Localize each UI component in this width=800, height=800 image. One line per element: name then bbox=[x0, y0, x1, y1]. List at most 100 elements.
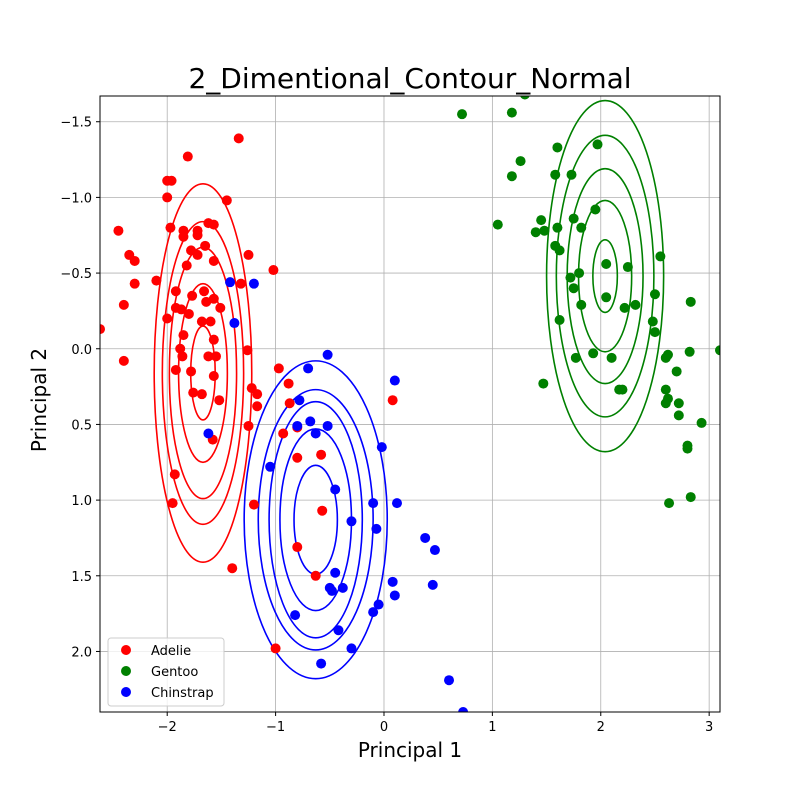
point-gentoo bbox=[515, 156, 526, 167]
point-chinstrap bbox=[265, 461, 276, 472]
point-adelie bbox=[167, 498, 178, 509]
point-chinstrap bbox=[333, 625, 344, 636]
legend-label-gentoo: Gentoo bbox=[151, 665, 198, 680]
point-adelie bbox=[186, 366, 197, 377]
point-chinstrap bbox=[290, 610, 301, 621]
y-tick-label: 1.0 bbox=[71, 494, 92, 509]
contour-chinstrap bbox=[268, 400, 364, 639]
point-gentoo bbox=[664, 498, 675, 509]
point-adelie bbox=[129, 255, 140, 266]
point-adelie bbox=[177, 351, 188, 362]
point-gentoo bbox=[685, 492, 696, 503]
point-chinstrap bbox=[337, 582, 348, 593]
point-gentoo bbox=[685, 296, 696, 307]
point-gentoo bbox=[662, 349, 673, 360]
point-adelie bbox=[242, 345, 253, 356]
point-gentoo bbox=[576, 222, 587, 233]
point-adelie bbox=[221, 195, 232, 206]
point-adelie bbox=[199, 286, 210, 297]
point-adelie bbox=[208, 255, 219, 266]
point-chinstrap bbox=[387, 576, 398, 587]
point-adelie bbox=[215, 302, 226, 313]
point-chinstrap bbox=[292, 420, 303, 431]
point-chinstrap bbox=[389, 590, 400, 601]
legend-marker-adelie bbox=[121, 645, 131, 655]
point-chinstrap bbox=[368, 498, 379, 509]
point-gentoo bbox=[552, 142, 563, 153]
point-chinstrap bbox=[305, 416, 316, 427]
point-adelie bbox=[201, 296, 212, 307]
point-gentoo bbox=[568, 213, 579, 224]
points-layer bbox=[100, 96, 720, 712]
y-axis-ticks: −1.5 −1.0 −0.5 0.0 0.5 1.0 1.5 2.0 bbox=[60, 116, 100, 660]
point-gentoo bbox=[552, 222, 563, 233]
point-adelie bbox=[208, 293, 219, 304]
point-adelie bbox=[151, 275, 162, 286]
point-gentoo bbox=[684, 346, 695, 357]
point-gentoo bbox=[647, 316, 658, 327]
point-chinstrap bbox=[458, 707, 469, 712]
legend-marker-chinstrap bbox=[121, 687, 131, 697]
point-adelie bbox=[243, 249, 254, 260]
point-chinstrap bbox=[420, 532, 431, 543]
legend-marker-gentoo bbox=[121, 666, 131, 676]
point-gentoo bbox=[565, 272, 576, 283]
point-adelie bbox=[248, 499, 259, 510]
point-chinstrap bbox=[303, 363, 314, 374]
point-adelie bbox=[170, 364, 181, 375]
point-chinstrap bbox=[203, 428, 214, 439]
point-gentoo bbox=[506, 171, 517, 182]
point-chinstrap bbox=[316, 658, 327, 669]
point-gentoo bbox=[660, 384, 671, 395]
point-chinstrap bbox=[229, 318, 240, 329]
point-gentoo bbox=[568, 283, 579, 294]
point-gentoo bbox=[530, 227, 541, 238]
point-adelie bbox=[278, 428, 289, 439]
legend-label-chinstrap: Chinstrap bbox=[151, 686, 214, 701]
chart-title: 2_Dimentional_Contour_Normal bbox=[188, 62, 631, 95]
contour-gentoo bbox=[592, 238, 619, 314]
point-gentoo bbox=[622, 262, 633, 273]
legend: Adelie Gentoo Chinstrap bbox=[107, 637, 225, 707]
point-adelie bbox=[166, 175, 177, 186]
x-axis-label: Principal 1 bbox=[358, 738, 462, 762]
point-gentoo bbox=[520, 96, 530, 100]
x-tick-label: 3 bbox=[705, 720, 713, 735]
point-adelie bbox=[208, 334, 219, 345]
legend-box bbox=[107, 637, 225, 707]
point-adelie bbox=[178, 330, 189, 341]
point-chinstrap bbox=[330, 567, 341, 578]
point-adelie bbox=[176, 304, 187, 315]
point-adelie bbox=[292, 542, 303, 553]
point-chinstrap bbox=[376, 442, 387, 453]
point-adelie bbox=[208, 371, 219, 381]
point-gentoo bbox=[506, 107, 517, 118]
contour-adelie bbox=[161, 220, 245, 526]
point-gentoo bbox=[574, 268, 585, 279]
point-adelie bbox=[205, 316, 216, 327]
point-adelie bbox=[387, 395, 398, 406]
x-tick-label: 2 bbox=[597, 720, 605, 735]
point-gentoo bbox=[554, 315, 565, 325]
point-gentoo bbox=[617, 384, 628, 395]
point-adelie bbox=[118, 299, 129, 310]
point-adelie bbox=[165, 222, 176, 233]
y-tick-label: −1.5 bbox=[60, 116, 92, 131]
point-gentoo bbox=[673, 410, 684, 421]
point-gentoo bbox=[655, 251, 666, 262]
point-adelie bbox=[270, 643, 281, 654]
grid-lines bbox=[100, 96, 720, 712]
point-gentoo bbox=[492, 219, 503, 230]
point-adelie bbox=[227, 563, 238, 574]
point-chinstrap bbox=[225, 277, 236, 288]
point-gentoo bbox=[660, 398, 671, 409]
point-chinstrap bbox=[371, 523, 382, 534]
x-tick-label: 1 bbox=[488, 720, 496, 735]
point-adelie bbox=[210, 351, 221, 362]
point-gentoo bbox=[601, 259, 612, 269]
point-adelie bbox=[169, 469, 180, 480]
point-adelie bbox=[317, 505, 328, 516]
point-gentoo bbox=[606, 352, 617, 363]
point-adelie bbox=[129, 278, 140, 289]
